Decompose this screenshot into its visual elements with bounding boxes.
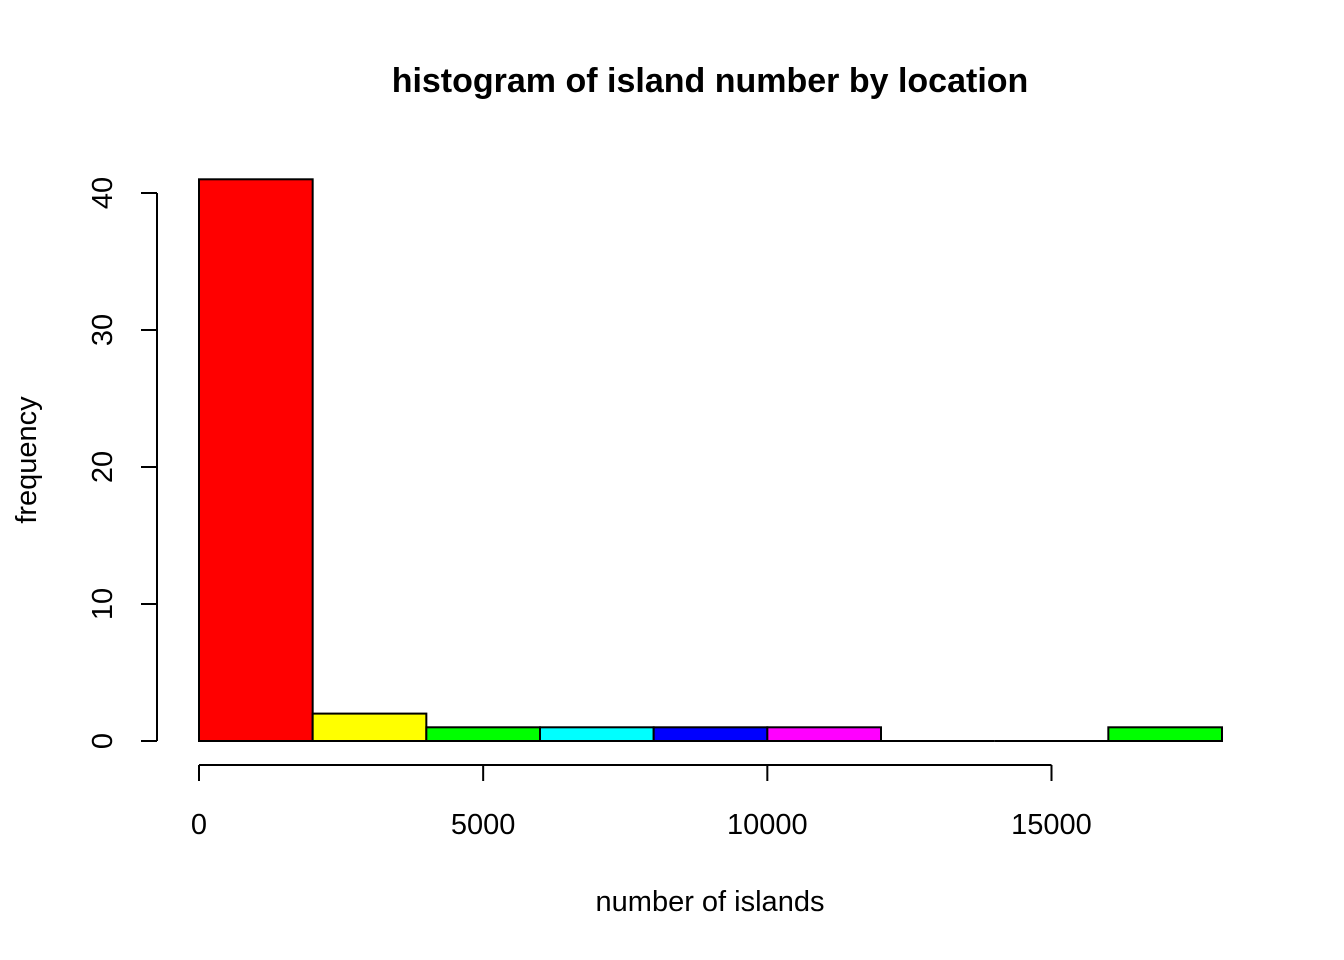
y-tick-label-4: 40 (87, 177, 119, 209)
y-tick-label-3: 30 (87, 314, 119, 346)
x-axis: 0 5000 10000 15000 (191, 764, 1092, 841)
x-axis-label: number of islands (596, 886, 825, 918)
y-axis-label: frequency (11, 396, 43, 524)
histogram-bar-2 (425, 726, 542, 742)
histogram-bar-8 (1107, 726, 1224, 742)
y-axis: 0 10 20 30 40 (87, 177, 158, 749)
x-tick-label-0: 0 (191, 809, 207, 841)
x-tick-label-3: 15000 (1011, 809, 1092, 841)
histogram-bar-0 (198, 178, 314, 743)
y-tick-label-2: 20 (87, 451, 119, 483)
histogram-bar-5 (766, 726, 882, 742)
y-tick-label-0: 0 (87, 733, 119, 749)
y-tick-label-1: 10 (87, 588, 119, 620)
chart-title: histogram of island number by location (392, 62, 1029, 100)
histogram-bar-3 (539, 726, 655, 742)
x-tick-label-2: 10000 (727, 809, 808, 841)
x-tick-label-1: 5000 (451, 809, 516, 841)
histogram-bar-4 (652, 726, 769, 742)
histogram-bar-1 (311, 712, 428, 742)
bars-group (198, 178, 1224, 743)
